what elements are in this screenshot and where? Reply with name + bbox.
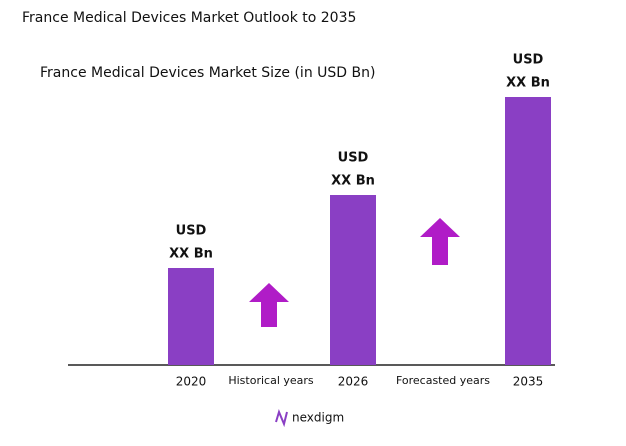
value-label: USD [338,151,369,166]
chart-title: France Medical Devices Market Outlook to… [22,10,356,26]
value-label: USD [513,53,544,68]
x-tick-label: 2020 [176,375,207,389]
value-label: XX Bn [506,76,550,91]
x-tick-label: 2035 [513,375,544,389]
x-tick-label: 2026 [338,375,369,389]
value-label: XX Bn [331,174,375,189]
annotation: Forecasted years [396,374,490,387]
logo: nexdigm [275,409,344,428]
annotation: Historical years [228,374,314,387]
bar [505,97,551,365]
logo-text: nexdigm [292,411,344,425]
bar [168,268,214,365]
bar [330,195,376,365]
arrow-up [249,218,460,327]
chart-subtitle: France Medical Devices Market Size (in U… [40,65,375,81]
value-label: XX Bn [169,247,213,262]
value-label: USD [176,224,207,239]
